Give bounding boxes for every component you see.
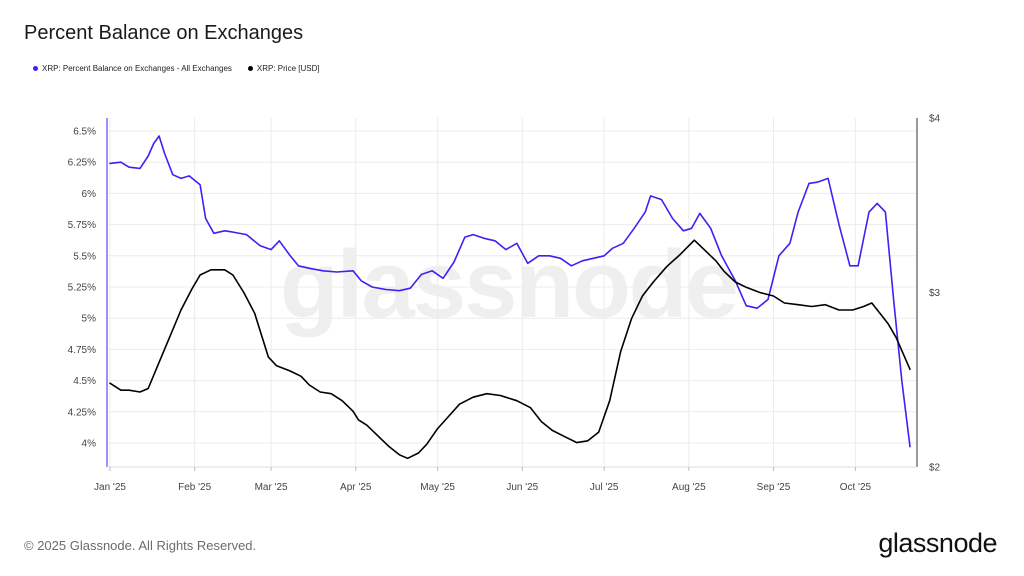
- x-tick-label: Mar '25: [255, 482, 288, 493]
- left-tick-label: 5.75%: [68, 220, 96, 231]
- left-tick-label: 4.75%: [68, 345, 96, 356]
- right-tick-label: $3: [929, 288, 941, 299]
- x-tick-label: Jan '25: [94, 482, 126, 493]
- chart-legend: XRP: Percent Balance on Exchanges - All …: [33, 64, 320, 73]
- legend-item-balance[interactable]: XRP: Percent Balance on Exchanges - All …: [33, 64, 232, 73]
- x-tick-label: Apr '25: [340, 482, 372, 493]
- right-tick-label: $4: [929, 114, 941, 125]
- left-tick-label: 6.5%: [73, 127, 96, 138]
- left-tick-label: 6.25%: [68, 158, 96, 169]
- legend-dot-price-icon: [247, 66, 253, 71]
- left-axis-ticks: 6.5% 6.25% 6% 5.75% 5.5% 5.25% 5% 4.75% 4.5% 4.25…: [68, 127, 96, 450]
- x-tick-label: Sep '25: [757, 482, 791, 493]
- legend-label-balance: XRP: Percent Balance on Exchanges - All …: [42, 64, 232, 73]
- right-axis-ticks: $4 $3 $2: [929, 114, 941, 474]
- legend-label-price: XRP: Price [USD]: [256, 64, 320, 73]
- axes: [106, 118, 918, 468]
- series-line-balance: [109, 135, 911, 448]
- grid-lines: [107, 118, 917, 467]
- series-line-price: [109, 239, 911, 460]
- left-tick-label: 5%: [82, 314, 97, 325]
- x-tick-label: Jun '25: [506, 482, 538, 493]
- left-tick-label: 4.5%: [73, 376, 96, 387]
- x-tick-label: Oct '25: [840, 482, 872, 493]
- x-tick-label: May '25: [420, 482, 455, 493]
- left-tick-label: 4%: [82, 439, 97, 450]
- legend-item-price[interactable]: XRP: Price [USD]: [247, 64, 320, 73]
- x-tick-label: Jul '25: [590, 482, 619, 493]
- brand-logo[interactable]: glassnode: [878, 528, 997, 558]
- chart-title: Percent Balance on Exchanges: [24, 22, 304, 44]
- footer-copyright: © 2025 Glassnode. All Rights Reserved.: [24, 538, 257, 553]
- left-tick-label: 4.25%: [68, 407, 96, 418]
- series-group: [109, 135, 911, 460]
- x-tick-label: Feb '25: [178, 482, 211, 493]
- legend-dot-balance-icon: [33, 66, 38, 71]
- left-tick-label: 5.5%: [73, 251, 96, 262]
- left-tick-label: 6%: [82, 189, 97, 200]
- x-axis-ticks: Jan '25 Feb '25 Mar '25 Apr '25 May '25 Jun '…: [94, 467, 872, 493]
- right-tick-label: $2: [929, 463, 941, 474]
- x-tick-label: Aug '25: [672, 482, 706, 493]
- left-tick-label: 5.25%: [68, 283, 96, 294]
